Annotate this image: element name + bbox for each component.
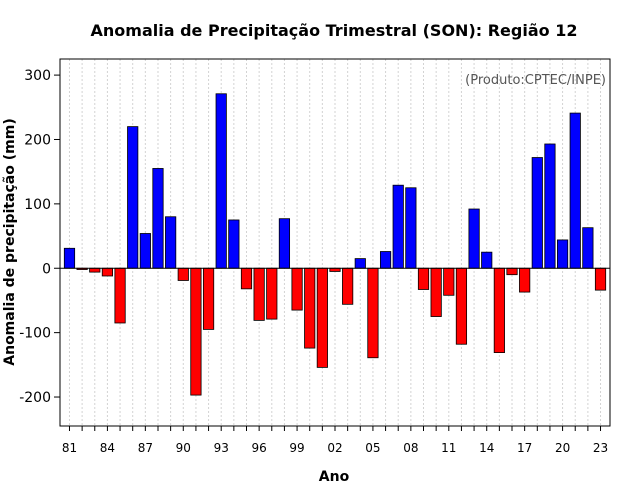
bar-1997 [266,267,278,320]
bar-2021 [569,112,581,269]
bar-2012 [455,267,468,345]
bar-2018 [531,157,543,269]
x-tick-label: 84 [100,441,115,455]
x-tick-label: 99 [289,441,304,455]
bar-2007 [392,184,404,269]
x-tick-label: 96 [251,441,266,455]
bar-1991 [190,267,202,396]
bar-2013 [468,208,480,269]
x-tick-label: 14 [479,441,494,455]
bar-1989 [165,216,177,269]
source-annotation: (Produto:CPTEC/INPE) [465,73,606,88]
y-tick-label: 200 [24,132,51,148]
y-tick-label: 0 [42,261,51,277]
bar-2003 [342,267,354,305]
bar-1985 [114,267,126,324]
bar-1987 [139,233,151,269]
bar-2014 [481,251,493,269]
bar-1998 [278,218,291,269]
x-tick-label: 90 [176,441,191,455]
bar-2022 [582,227,594,269]
x-tick-label: 93 [214,441,229,455]
bar-2010 [430,267,442,317]
bar-2001 [316,267,328,368]
bar-2017 [519,267,531,293]
bar-1983 [89,267,101,273]
x-tick-label: 81 [62,441,77,455]
x-tick-label: 11 [441,441,456,455]
bar-1994 [228,219,240,269]
axes: 300 200 100 0 -100 -200 81 84 87 90 93 96 99 02 05 08 11… [19,58,611,455]
bar-1993 [215,93,227,269]
bar-2019 [544,143,556,269]
bar-2000 [304,267,316,349]
y-axis-title: Anomalia de precipitação (mm) [2,118,18,365]
bar-2004 [354,258,366,269]
y-tick-label: 100 [24,197,51,213]
bar-2020 [557,239,569,269]
bar-1990 [177,267,189,281]
bars [63,93,607,396]
bar-1986 [127,126,139,269]
bar-2016 [506,267,518,276]
x-tick-label: 87 [138,441,153,455]
bar-2009 [417,267,430,290]
chart-title: Anomalia de Precipitação Trimestral (SON… [91,21,578,40]
bar-1992 [202,267,215,330]
x-tick-label: 02 [327,441,342,455]
bar-1995 [240,267,253,290]
bar-1988 [152,168,164,269]
bar-1981 [63,247,76,269]
bar-1999 [291,267,303,311]
x-tick-label: 17 [517,441,532,455]
x-tick-label: 08 [403,441,418,455]
y-tick-label: -200 [19,390,51,406]
y-tick-label: 300 [24,68,51,84]
bar-2023 [594,267,607,291]
bar-1996 [253,267,265,321]
y-tick-label: -100 [19,326,51,342]
bar-2006 [379,251,392,269]
bar-2015 [493,267,505,353]
bar-2005 [367,267,379,359]
bar-2008 [405,187,417,269]
x-axis-title: Ano [319,469,350,485]
x-tick-label: 05 [365,441,380,455]
bar-1984 [101,267,114,277]
bar-2011 [443,267,455,296]
x-tick-label: 20 [555,441,570,455]
x-tick-label: 23 [593,441,608,455]
